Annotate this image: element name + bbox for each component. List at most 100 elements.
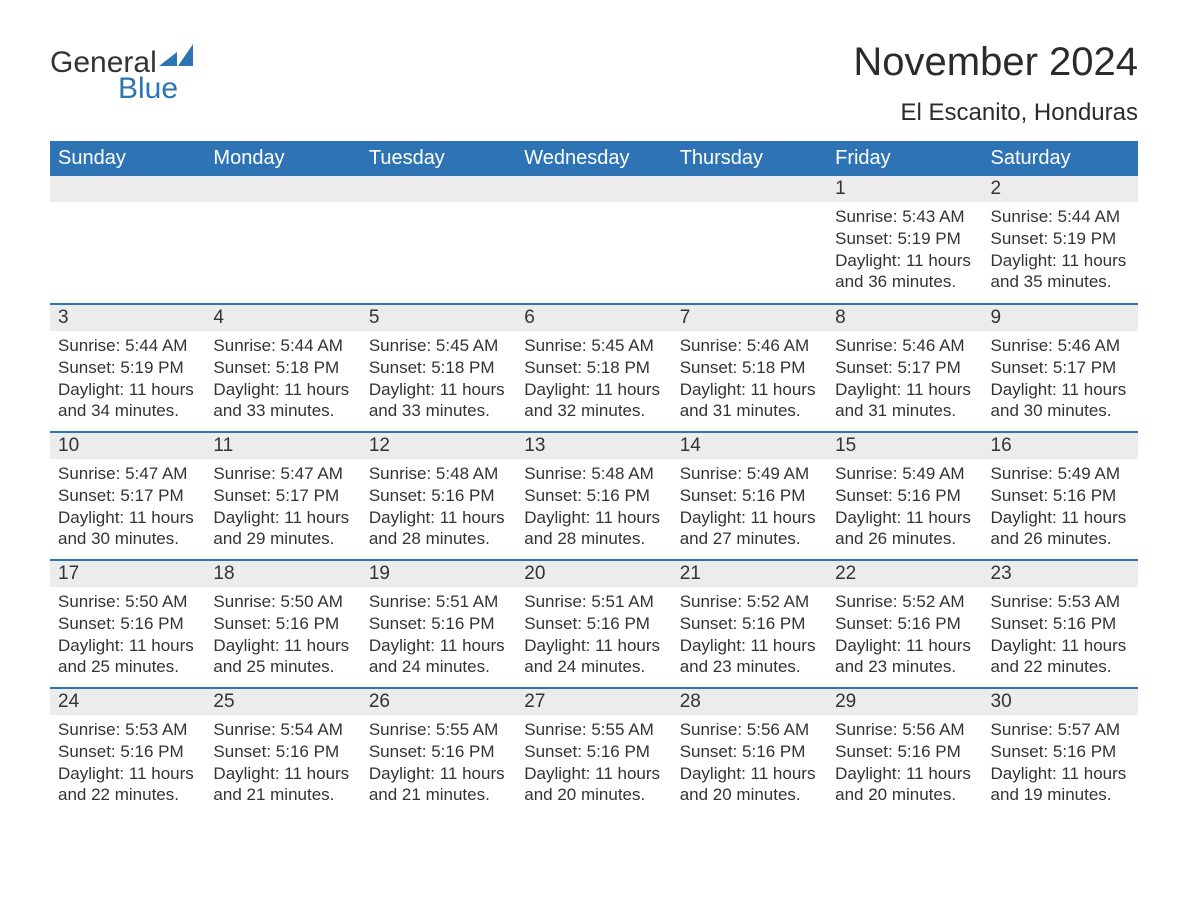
sunset-label: Sunset: 5:16 PM <box>524 741 663 763</box>
day-details: Sunrise: 5:49 AMSunset: 5:16 PMDaylight:… <box>672 459 827 556</box>
daylight-label-2: and 25 minutes. <box>58 656 197 678</box>
sunrise-label: Sunrise: 5:44 AM <box>58 335 197 357</box>
title-block: November 2024 El Escanito, Honduras <box>853 40 1138 127</box>
sunset-label: Sunset: 5:16 PM <box>835 741 974 763</box>
sunrise-label: Sunrise: 5:55 AM <box>369 719 508 741</box>
calendar-day-cell: 16Sunrise: 5:49 AMSunset: 5:16 PMDayligh… <box>983 432 1138 560</box>
day-number: 14 <box>672 433 827 459</box>
day-number: 8 <box>827 305 982 331</box>
sunrise-label: Sunrise: 5:51 AM <box>524 591 663 613</box>
daylight-label-1: Daylight: 11 hours <box>680 379 819 401</box>
day-details: Sunrise: 5:50 AMSunset: 5:16 PMDaylight:… <box>205 587 360 684</box>
day-number: 25 <box>205 689 360 715</box>
calendar-day-cell: 13Sunrise: 5:48 AMSunset: 5:16 PMDayligh… <box>516 432 671 560</box>
calendar-day-cell: 28Sunrise: 5:56 AMSunset: 5:16 PMDayligh… <box>672 688 827 816</box>
sunset-label: Sunset: 5:18 PM <box>369 357 508 379</box>
day-details: Sunrise: 5:49 AMSunset: 5:16 PMDaylight:… <box>827 459 982 556</box>
calendar-week-row: 1Sunrise: 5:43 AMSunset: 5:19 PMDaylight… <box>50 176 1138 304</box>
brand-text-2: Blue <box>118 72 178 106</box>
day-number <box>361 176 516 202</box>
day-number: 13 <box>516 433 671 459</box>
sunset-label: Sunset: 5:19 PM <box>991 228 1130 250</box>
day-details: Sunrise: 5:50 AMSunset: 5:16 PMDaylight:… <box>50 587 205 684</box>
weekday-header: Monday <box>205 141 360 176</box>
calendar-day-cell: 29Sunrise: 5:56 AMSunset: 5:16 PMDayligh… <box>827 688 982 816</box>
day-number <box>205 176 360 202</box>
daylight-label-2: and 22 minutes. <box>58 784 197 806</box>
day-number: 15 <box>827 433 982 459</box>
daylight-label-2: and 24 minutes. <box>524 656 663 678</box>
daylight-label-2: and 19 minutes. <box>991 784 1130 806</box>
calendar-day-cell <box>50 176 205 304</box>
daylight-label-1: Daylight: 11 hours <box>369 379 508 401</box>
sunset-label: Sunset: 5:16 PM <box>213 613 352 635</box>
day-details: Sunrise: 5:54 AMSunset: 5:16 PMDaylight:… <box>205 715 360 812</box>
sunset-label: Sunset: 5:16 PM <box>680 741 819 763</box>
daylight-label-2: and 20 minutes. <box>835 784 974 806</box>
sunrise-label: Sunrise: 5:50 AM <box>58 591 197 613</box>
flag-icon <box>159 40 193 74</box>
daylight-label-2: and 25 minutes. <box>213 656 352 678</box>
sunrise-label: Sunrise: 5:52 AM <box>680 591 819 613</box>
calendar-day-cell: 4Sunrise: 5:44 AMSunset: 5:18 PMDaylight… <box>205 304 360 432</box>
sunrise-label: Sunrise: 5:56 AM <box>835 719 974 741</box>
daylight-label-1: Daylight: 11 hours <box>58 635 197 657</box>
sunrise-label: Sunrise: 5:47 AM <box>213 463 352 485</box>
calendar-page: General Blue November 2024 El Escanito, … <box>0 0 1188 846</box>
day-number: 22 <box>827 561 982 587</box>
daylight-label-1: Daylight: 11 hours <box>991 250 1130 272</box>
day-number: 20 <box>516 561 671 587</box>
calendar-table: Sunday Monday Tuesday Wednesday Thursday… <box>50 141 1138 816</box>
daylight-label-2: and 21 minutes. <box>213 784 352 806</box>
day-details: Sunrise: 5:55 AMSunset: 5:16 PMDaylight:… <box>361 715 516 812</box>
daylight-label-2: and 31 minutes. <box>680 400 819 422</box>
calendar-day-cell <box>516 176 671 304</box>
daylight-label-1: Daylight: 11 hours <box>524 763 663 785</box>
day-number: 21 <box>672 561 827 587</box>
daylight-label-1: Daylight: 11 hours <box>680 763 819 785</box>
day-details: Sunrise: 5:48 AMSunset: 5:16 PMDaylight:… <box>516 459 671 556</box>
day-details: Sunrise: 5:43 AMSunset: 5:19 PMDaylight:… <box>827 202 982 299</box>
daylight-label-1: Daylight: 11 hours <box>58 379 197 401</box>
sunset-label: Sunset: 5:16 PM <box>991 613 1130 635</box>
day-details: Sunrise: 5:46 AMSunset: 5:17 PMDaylight:… <box>827 331 982 428</box>
daylight-label-2: and 33 minutes. <box>213 400 352 422</box>
brand-logo: General Blue <box>50 40 193 106</box>
calendar-day-cell: 14Sunrise: 5:49 AMSunset: 5:16 PMDayligh… <box>672 432 827 560</box>
day-details: Sunrise: 5:45 AMSunset: 5:18 PMDaylight:… <box>361 331 516 428</box>
calendar-day-cell: 25Sunrise: 5:54 AMSunset: 5:16 PMDayligh… <box>205 688 360 816</box>
daylight-label-1: Daylight: 11 hours <box>524 507 663 529</box>
sunrise-label: Sunrise: 5:45 AM <box>524 335 663 357</box>
sunrise-label: Sunrise: 5:48 AM <box>369 463 508 485</box>
sunset-label: Sunset: 5:16 PM <box>680 485 819 507</box>
sunset-label: Sunset: 5:16 PM <box>835 485 974 507</box>
calendar-day-cell: 19Sunrise: 5:51 AMSunset: 5:16 PMDayligh… <box>361 560 516 688</box>
sunset-label: Sunset: 5:17 PM <box>835 357 974 379</box>
daylight-label-1: Daylight: 11 hours <box>58 763 197 785</box>
weekday-header: Sunday <box>50 141 205 176</box>
sunset-label: Sunset: 5:16 PM <box>835 613 974 635</box>
sunset-label: Sunset: 5:16 PM <box>369 741 508 763</box>
calendar-day-cell <box>205 176 360 304</box>
day-number: 11 <box>205 433 360 459</box>
calendar-day-cell: 7Sunrise: 5:46 AMSunset: 5:18 PMDaylight… <box>672 304 827 432</box>
sunset-label: Sunset: 5:16 PM <box>58 741 197 763</box>
daylight-label-1: Daylight: 11 hours <box>369 635 508 657</box>
day-details: Sunrise: 5:46 AMSunset: 5:18 PMDaylight:… <box>672 331 827 428</box>
calendar-week-row: 3Sunrise: 5:44 AMSunset: 5:19 PMDaylight… <box>50 304 1138 432</box>
header: General Blue November 2024 El Escanito, … <box>50 40 1138 127</box>
daylight-label-2: and 23 minutes. <box>680 656 819 678</box>
day-number: 24 <box>50 689 205 715</box>
daylight-label-2: and 27 minutes. <box>680 528 819 550</box>
day-details: Sunrise: 5:53 AMSunset: 5:16 PMDaylight:… <box>983 587 1138 684</box>
day-number: 6 <box>516 305 671 331</box>
sunrise-label: Sunrise: 5:55 AM <box>524 719 663 741</box>
daylight-label-1: Daylight: 11 hours <box>213 379 352 401</box>
daylight-label-1: Daylight: 11 hours <box>680 635 819 657</box>
calendar-day-cell: 21Sunrise: 5:52 AMSunset: 5:16 PMDayligh… <box>672 560 827 688</box>
daylight-label-1: Daylight: 11 hours <box>213 635 352 657</box>
calendar-day-cell <box>672 176 827 304</box>
day-details: Sunrise: 5:44 AMSunset: 5:18 PMDaylight:… <box>205 331 360 428</box>
weekday-header: Wednesday <box>516 141 671 176</box>
weekday-header: Thursday <box>672 141 827 176</box>
